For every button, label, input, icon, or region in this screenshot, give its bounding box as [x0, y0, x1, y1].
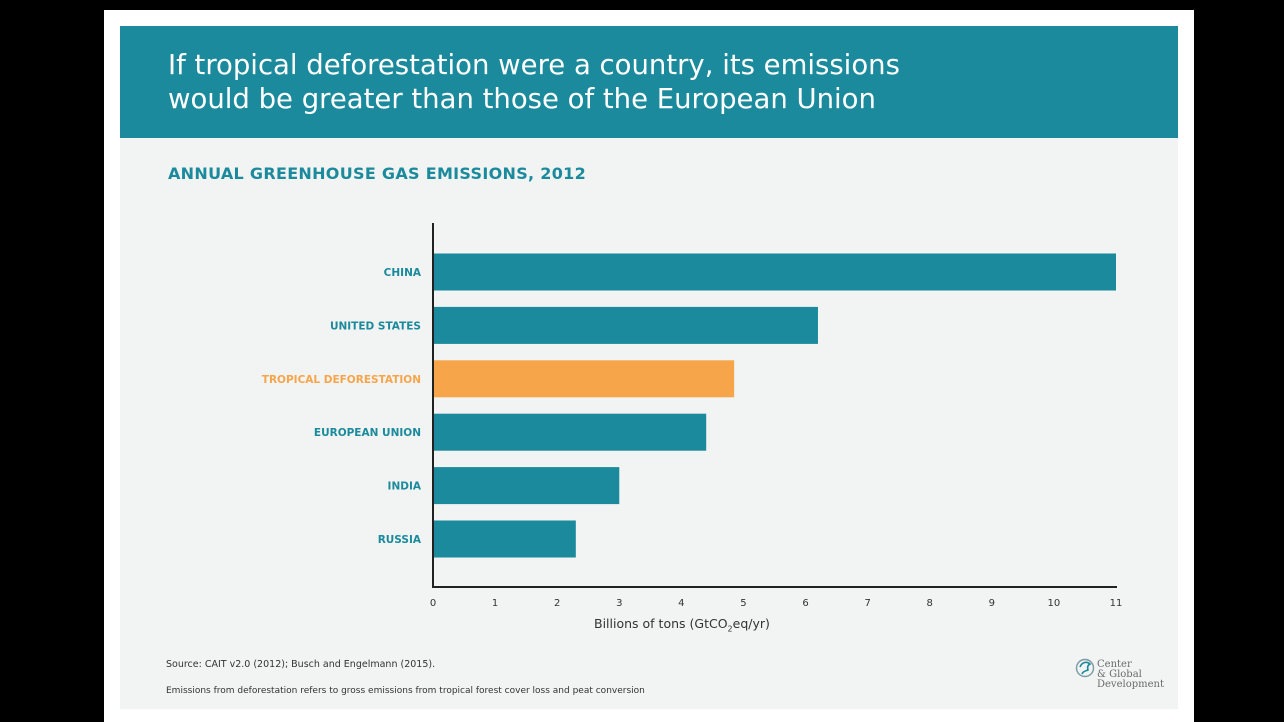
x-tick-label: 2	[554, 598, 560, 609]
page-title: If tropical deforestation were a country…	[168, 49, 900, 115]
x-axis-title-prefix: Billions of tons (GtCO	[594, 616, 728, 631]
bar-european-union	[433, 413, 707, 451]
category-label-china: CHINA	[384, 267, 422, 279]
slide: If tropical deforestation were a country…	[104, 10, 1194, 722]
x-tick-label: 5	[740, 598, 746, 609]
x-tick-label: 9	[989, 598, 995, 609]
category-label-european-union: EUROPEAN UNION	[314, 427, 421, 439]
bar-india	[433, 467, 620, 505]
x-tick-label: 11	[1110, 598, 1123, 609]
bar-chart: CHINA UNITED STATES TROPICAL DEFORESTATION…	[262, 223, 1123, 609]
category-label-tropical-deforestation: TROPICAL DEFORESTATION	[262, 374, 421, 386]
category-label-united-states: UNITED STATES	[330, 320, 421, 332]
category-label-russia: RUSSIA	[378, 534, 422, 546]
x-axis-title-subscript: 2	[727, 624, 733, 634]
x-tick-label: 10	[1048, 598, 1061, 609]
chart-panel: ANNUAL GREENHOUSE GAS EMISSIONS, 2012 CH…	[120, 138, 1178, 709]
title-banner: If tropical deforestation were a country…	[120, 26, 1178, 138]
cgd-logo: Center & Global Development	[1075, 656, 1175, 702]
source-note: Source: CAIT v2.0 (2012); Busch and Enge…	[166, 659, 436, 670]
x-tick-label: 4	[678, 598, 684, 609]
x-tick-label: 3	[616, 598, 622, 609]
logo-text: Center & Global Development	[1097, 659, 1164, 690]
x-tick-label: 1	[492, 598, 498, 609]
bar-tropical-deforestation	[433, 360, 735, 398]
x-tick-label: 8	[927, 598, 933, 609]
chart-title: ANNUAL GREENHOUSE GAS EMISSIONS, 2012	[168, 164, 587, 183]
category-label-india: INDIA	[388, 481, 422, 493]
x-axis-title-suffix: eq/yr)	[732, 616, 770, 631]
x-tick-label: 0	[430, 598, 436, 609]
x-axis-title: Billions of tons (GtCO2eq/yr)	[594, 616, 770, 634]
bar-russia	[433, 520, 576, 558]
bar-united-states	[433, 306, 818, 344]
x-tick-label: 7	[864, 598, 870, 609]
definition-note: Emissions from deforestation refers to g…	[166, 686, 645, 696]
bar-china	[433, 253, 1116, 291]
globe-icon	[1075, 658, 1095, 678]
x-tick-label: 6	[802, 598, 808, 609]
